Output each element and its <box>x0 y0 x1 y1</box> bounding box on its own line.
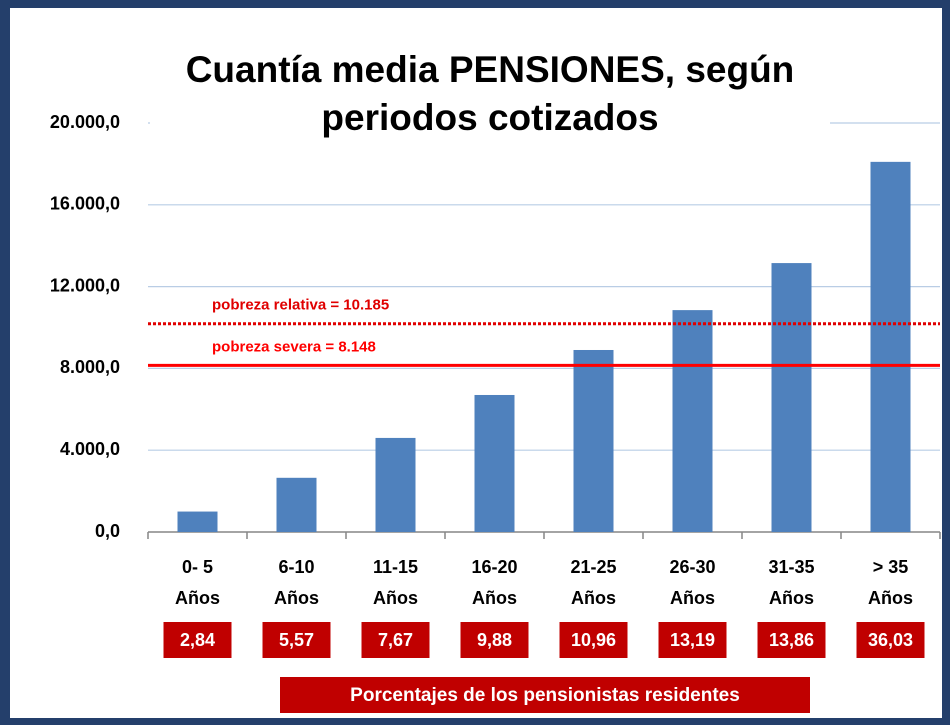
percentage-box <box>262 622 331 658</box>
percentage-label: 2,84 <box>180 630 215 650</box>
x-tick-label: 11-15 <box>373 557 418 577</box>
percentage-label: 9,88 <box>477 630 512 650</box>
y-tick-label: 12.000,0 <box>50 275 120 295</box>
title-background <box>150 30 830 160</box>
percentage-box <box>757 622 826 658</box>
reference-label: pobreza severa = 8.148 <box>212 338 376 355</box>
percentage-label: 5,57 <box>279 630 314 650</box>
percentage-box <box>856 622 925 658</box>
bar <box>672 310 713 532</box>
bar <box>474 394 515 532</box>
x-tick-label: 0- 5 <box>182 557 213 577</box>
percentage-label: 7,67 <box>378 630 413 650</box>
y-tick-label: 20.000,0 <box>50 112 120 132</box>
percentage-caption-box <box>280 677 810 713</box>
percentage-caption: Porcentajes de los pensionistas resident… <box>350 685 740 706</box>
chart-title: Cuantía media PENSIONES, según <box>186 49 795 90</box>
x-tick-label: 6-10 <box>278 557 314 577</box>
x-tick-label: Años <box>571 588 616 608</box>
x-tick-label: 31-35 <box>768 557 814 577</box>
bar <box>177 511 218 532</box>
x-tick-label: > 35 <box>873 557 909 577</box>
percentage-label: 13,86 <box>769 630 814 650</box>
y-tick-label: 4.000,0 <box>60 439 120 459</box>
chart-title: periodos cotizados <box>321 97 658 138</box>
bar <box>375 437 416 532</box>
x-tick-label: Años <box>373 588 418 608</box>
x-tick-label: Años <box>670 588 715 608</box>
percentage-box <box>559 622 628 658</box>
bar <box>870 161 911 533</box>
percentage-box <box>361 622 430 658</box>
x-tick-label: 26-30 <box>669 557 715 577</box>
y-tick-label: 8.000,0 <box>60 357 120 377</box>
bar <box>276 477 317 532</box>
x-tick-label: 21-25 <box>570 557 616 577</box>
percentage-label: 13,19 <box>670 630 715 650</box>
percentage-label: 10,96 <box>571 630 616 650</box>
y-tick-label: 16.000,0 <box>50 194 120 214</box>
percentage-box <box>163 622 232 658</box>
x-tick-label: Años <box>274 588 319 608</box>
percentage-label: 36,03 <box>868 630 913 650</box>
percentage-box <box>460 622 529 658</box>
reference-label: pobreza relativa = 10.185 <box>212 297 389 314</box>
x-tick-label: 16-20 <box>471 557 517 577</box>
percentage-box <box>658 622 727 658</box>
bar <box>573 349 614 532</box>
x-tick-label: Años <box>868 588 913 608</box>
x-tick-label: Años <box>175 588 220 608</box>
x-tick-label: Años <box>472 588 517 608</box>
y-tick-label: 0,0 <box>95 521 120 541</box>
bar <box>771 263 812 532</box>
x-tick-label: Años <box>769 588 814 608</box>
